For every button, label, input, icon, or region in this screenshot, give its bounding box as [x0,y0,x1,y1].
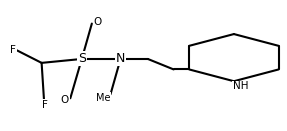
Text: N: N [116,52,125,66]
Text: O: O [61,95,69,105]
Text: S: S [78,52,86,66]
Text: Me: Me [96,93,110,103]
Text: F: F [42,100,47,110]
Text: O: O [94,17,102,27]
Text: F: F [10,45,16,55]
Text: NH: NH [233,81,249,91]
